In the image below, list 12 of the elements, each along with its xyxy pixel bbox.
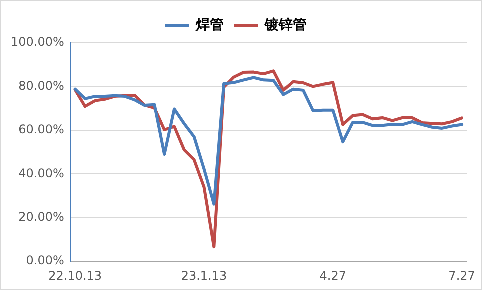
y-tick-label: 20.00% [18,210,64,224]
legend-label: 焊管 [195,18,224,34]
y-tick-label: 60.00% [18,122,64,137]
y-tick-label: 0.00% [26,254,64,268]
legend-label: 镀锌管 [264,16,307,34]
y-tick-label: 40.00% [18,166,64,180]
y-tick-label: 80.00% [18,78,64,93]
x-tick-label: 7.27 [448,268,476,283]
x-tick-label: 22.10.13 [48,268,102,283]
x-tick-label: 4.27 [320,268,347,283]
y-tick-label: 100.00% [11,35,64,50]
x-tick-label: 23.1.13 [181,268,228,283]
